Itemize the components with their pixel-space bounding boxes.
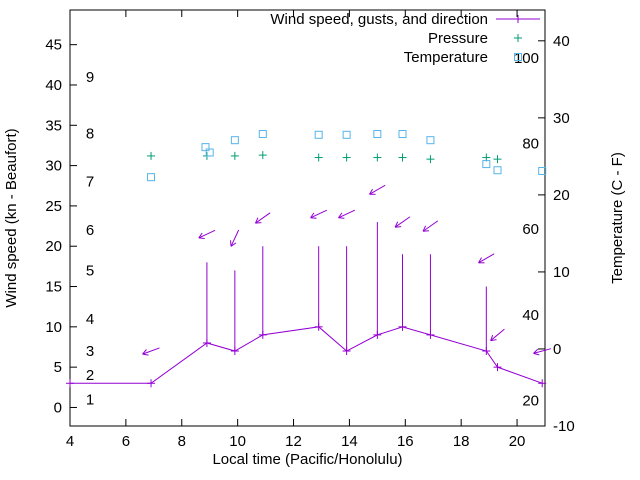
beaufort-tick-label: 8	[86, 125, 94, 142]
wind-speed-line	[70, 326, 543, 384]
y2-tick-label: -10	[553, 418, 575, 435]
wind-direction-arrow	[422, 220, 439, 232]
beaufort-tick-label: 6	[86, 222, 94, 239]
x-tick-label: 6	[122, 433, 130, 450]
beaufort-tick-label: 4	[86, 311, 94, 328]
x-tick-label: 8	[178, 433, 186, 450]
x-tick-label: 10	[229, 433, 246, 450]
y2-tick-label: 10	[553, 264, 570, 281]
y-tick-label: 20	[45, 238, 62, 255]
beaufort-tick-label: 5	[86, 262, 94, 279]
y-tick-label: 45	[45, 37, 62, 54]
axes	[69, 9, 546, 427]
beaufort-tick-label: 1	[86, 391, 94, 408]
wind-direction-arrow	[230, 229, 240, 247]
y-tick-label: 30	[45, 158, 62, 175]
wind-direction-arrow	[490, 328, 505, 342]
x-tick-label: 20	[509, 433, 526, 450]
legend-marker-plus-line	[496, 15, 540, 23]
wind-direction-arrow	[533, 348, 552, 356]
x-tick-label: 12	[285, 433, 302, 450]
y-tick-label: 25	[45, 198, 62, 215]
x-tick-label: 16	[397, 433, 414, 450]
fahrenheit-tick-label: 40	[522, 307, 539, 324]
axis-labels: 4 6 8 10 12 14 16 18 20051015202530354045-100102…	[3, 33, 626, 468]
wind-direction-arrow	[142, 347, 160, 356]
wind-direction-arrow	[338, 209, 355, 219]
y-tick-label: 40	[45, 77, 62, 94]
legend-marker-plus	[514, 34, 522, 42]
series-wind	[66, 184, 552, 388]
y-tick-label: 10	[45, 319, 62, 336]
wind-direction-arrow	[198, 229, 216, 239]
y2-tick-label: 0	[553, 341, 561, 358]
y-axis-title: Wind speed (kn - Beaufort)	[3, 128, 20, 307]
beaufort-tick-label: 3	[86, 343, 94, 360]
wind-direction-arrow	[310, 209, 328, 219]
fahrenheit-tick-label: 80	[522, 135, 539, 152]
y-tick-label: 5	[54, 359, 62, 376]
series-temperature	[147, 130, 547, 182]
wind-direction-arrow	[254, 212, 271, 224]
fahrenheit-tick-label: 20	[522, 393, 539, 410]
x-tick-label: 14	[341, 433, 358, 450]
y-tick-label: 0	[54, 399, 62, 416]
y2-tick-label: 20	[553, 187, 570, 204]
wind-direction-arrow	[478, 253, 495, 264]
x-tick-label: 18	[453, 433, 470, 450]
wind-direction-arrow	[369, 184, 386, 195]
legend-label: Pressure	[428, 30, 488, 47]
fahrenheit-tick-label: 60	[522, 221, 539, 238]
legend-marker-square	[514, 53, 522, 61]
y2-axis-title: Temperature (C - F)	[609, 152, 626, 284]
x-axis-title: Local time (Pacific/Honolulu)	[212, 451, 402, 468]
y2-tick-label: 40	[553, 33, 570, 50]
wind-direction-arrow	[394, 216, 411, 228]
series-pressure	[147, 151, 502, 164]
fahrenheit-tick-label: 100	[514, 50, 539, 67]
x-tick-label: 4	[66, 433, 74, 450]
beaufort-tick-label: 2	[86, 367, 94, 384]
y-tick-label: 35	[45, 117, 62, 134]
legend: Wind speed, gusts, and direction Pressure…	[270, 11, 540, 66]
y2-tick-label: 30	[553, 110, 570, 127]
beaufort-tick-label: 7	[86, 174, 94, 191]
beaufort-tick-label: 9	[86, 69, 94, 86]
legend-label: Wind speed, gusts, and direction	[270, 11, 488, 28]
legend-label: Temperature	[404, 49, 488, 66]
y-tick-label: 15	[45, 279, 62, 296]
